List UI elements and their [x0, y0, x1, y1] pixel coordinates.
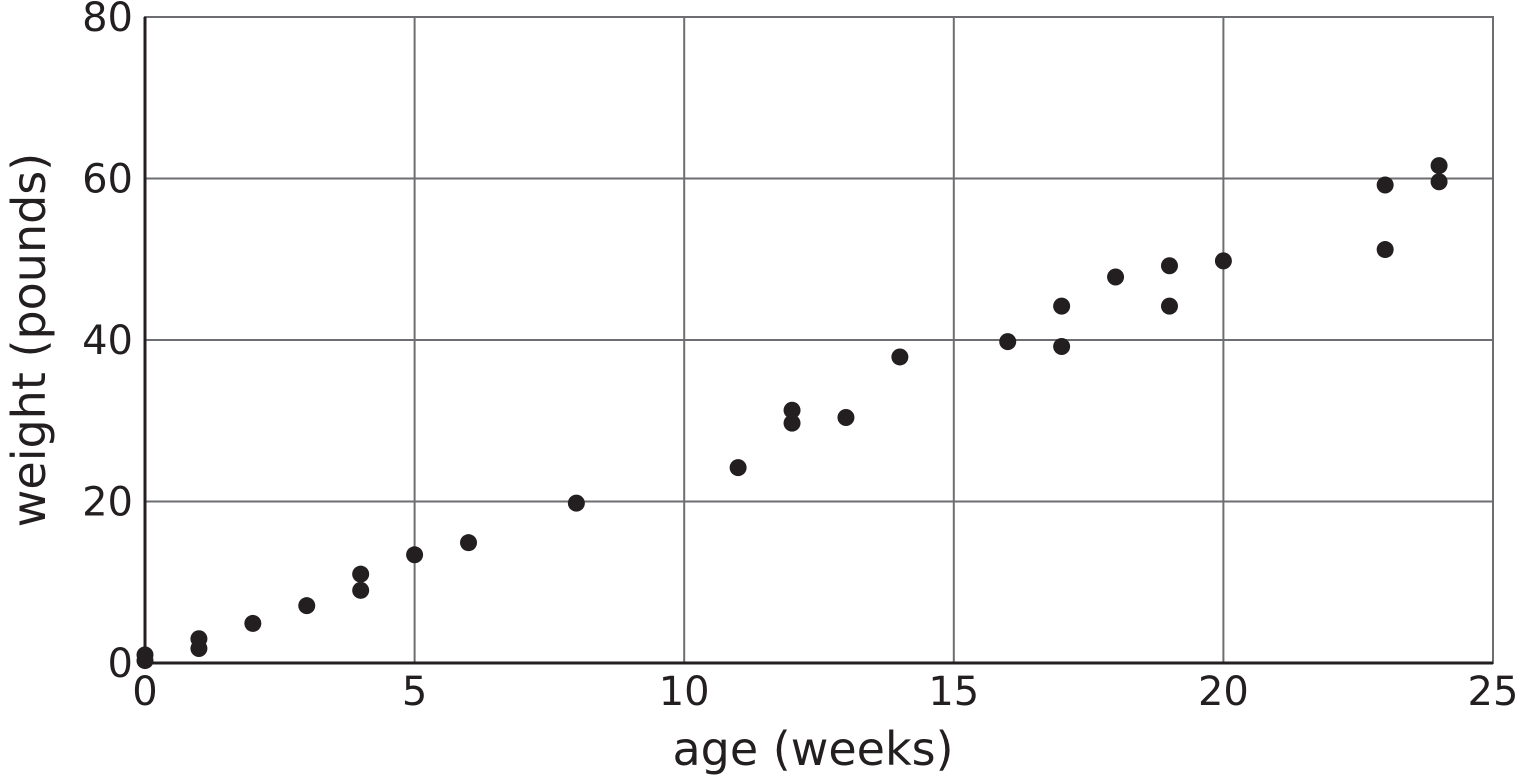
data-point: [1376, 241, 1394, 259]
y-tick-label: 0: [108, 641, 133, 687]
grid: [144, 16, 1494, 664]
x-tick-label: 10: [659, 669, 710, 715]
axes: [143, 16, 1494, 665]
y-tick-label: 20: [82, 480, 133, 526]
data-points: [136, 157, 1448, 670]
x-tick-label: 15: [928, 669, 979, 715]
data-point: [136, 646, 154, 664]
data-point: [406, 546, 424, 564]
y-axis-label: weight (pounds): [2, 153, 56, 527]
data-point: [1160, 297, 1178, 315]
data-point: [1214, 252, 1232, 270]
data-point: [1053, 337, 1071, 355]
x-tick-label: 0: [132, 669, 157, 715]
x-tick-label: 20: [1198, 669, 1249, 715]
y-tick-label: 60: [82, 157, 133, 203]
data-point: [999, 333, 1017, 351]
y-tick-label: 40: [82, 318, 133, 364]
data-point: [352, 581, 370, 599]
data-point: [729, 459, 747, 477]
y-tick-label: 80: [82, 0, 133, 41]
data-point: [352, 565, 370, 583]
data-point: [1430, 173, 1448, 191]
data-point: [460, 534, 478, 552]
data-point: [837, 409, 855, 427]
data-point: [244, 614, 262, 632]
data-point: [567, 494, 585, 512]
data-point: [1107, 268, 1125, 286]
data-point: [1430, 157, 1448, 175]
x-tick-label: 5: [402, 669, 427, 715]
data-point: [1160, 257, 1178, 275]
data-point: [1053, 297, 1071, 315]
data-point: [298, 597, 316, 615]
tick-labels: 0 5 10 15 20 25 0 20 40 60 80: [82, 0, 1518, 715]
data-point: [891, 348, 909, 366]
data-point: [190, 630, 208, 648]
x-axis-label: age (weeks): [672, 722, 953, 776]
data-point: [1376, 176, 1394, 194]
data-point: [783, 401, 801, 419]
x-tick-label: 25: [1468, 669, 1519, 715]
data-point: [783, 414, 801, 432]
